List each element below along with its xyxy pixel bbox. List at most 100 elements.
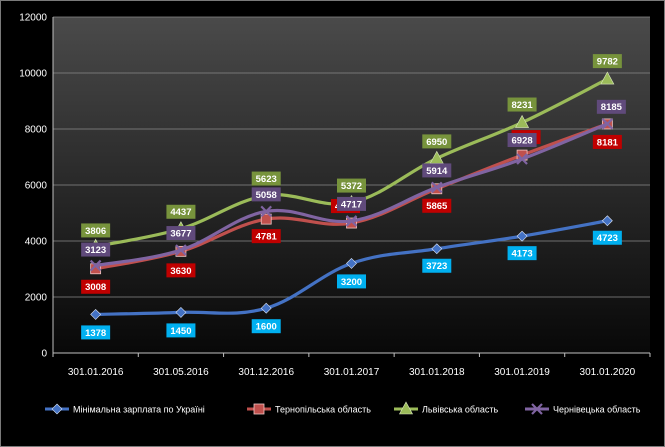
marker-stroke <box>260 205 272 218</box>
legend-marker <box>531 403 543 415</box>
data-label-text: 1378 <box>85 328 106 339</box>
data-label: 6928 <box>507 133 537 148</box>
data-point-marker <box>516 230 528 242</box>
data-point-marker <box>515 114 530 128</box>
marker-stroke <box>516 153 528 165</box>
data-point-marker <box>260 302 272 314</box>
data-point-marker <box>601 118 614 130</box>
y-tick-label: 8000 <box>25 125 48 136</box>
data-label-text: 3630 <box>170 266 191 277</box>
legend-label: Чернівецька область <box>553 405 641 415</box>
legend: Мінімальна зарплата по Україні Тернопільс… <box>45 401 641 415</box>
y-tick-label: 12000 <box>19 13 47 24</box>
marker-stroke <box>431 181 443 194</box>
data-label-box <box>337 178 366 193</box>
data-label: 3123 <box>81 242 111 257</box>
data-point-marker <box>601 215 613 227</box>
data-label-text: 4781 <box>256 232 278 243</box>
data-label-text: 5623 <box>256 174 277 185</box>
data-label: 3806 <box>81 223 111 238</box>
data-label-text: 5914 <box>426 166 448 177</box>
data-label-box <box>507 133 537 148</box>
y-tick-label: 0 <box>41 349 47 360</box>
data-label: 3723 <box>422 258 452 273</box>
data-label-text: 1600 <box>256 322 277 333</box>
data-point-marker <box>345 215 358 227</box>
legend-marker <box>253 403 265 415</box>
data-label-text: 4723 <box>597 233 618 244</box>
x-tick-label: 301.05.2016 <box>153 367 209 378</box>
marker-stroke <box>601 118 614 130</box>
data-label-text: 8231 <box>512 100 534 111</box>
data-label: 3630 <box>166 263 196 278</box>
data-label-box <box>337 274 366 289</box>
data-label-box <box>166 204 196 219</box>
data-label: 8231 <box>507 97 537 112</box>
data-label-text: 4717 <box>341 199 362 210</box>
data-label-box <box>422 198 452 213</box>
data-label-text: 1450 <box>170 326 191 337</box>
data-label-box <box>166 323 196 338</box>
data-label-text: 5058 <box>256 190 277 201</box>
data-label-box <box>592 230 622 245</box>
data-label-box <box>81 223 111 238</box>
data-label: 5865 <box>422 198 452 213</box>
data-labels: 1378 1450 1600 3200 3723 4173 4723 3008 3630 4781… <box>81 54 626 340</box>
data-point-marker <box>90 263 102 275</box>
data-label-text: 3723 <box>426 261 447 272</box>
data-label-box <box>592 134 622 149</box>
x-tick-label: 301.12.2016 <box>238 367 294 378</box>
data-label: 5372 <box>337 178 366 193</box>
data-point-marker <box>89 259 102 272</box>
data-label-box <box>422 258 452 273</box>
data-label: 5058 <box>251 187 281 202</box>
x-tick-label: 301.01.2018 <box>409 367 465 378</box>
data-point-marker <box>431 181 443 194</box>
data-label-box <box>422 163 452 178</box>
legend-label: Мінімальна зарплата по Україні <box>73 405 205 415</box>
legend-item-3: Чернівецька область <box>525 403 641 415</box>
data-label-text: 3200 <box>341 277 362 288</box>
legend-item-0: Мінімальна зарплата по Україні <box>45 403 205 415</box>
data-label-box <box>81 325 111 340</box>
legend-item-2: Львівська область <box>394 401 499 415</box>
data-point-marker <box>346 257 357 269</box>
x-tick-label: 301.01.2019 <box>494 367 550 378</box>
data-point-marker <box>516 153 528 165</box>
data-label-box <box>337 196 366 211</box>
y-tick-label: 2000 <box>25 293 48 304</box>
data-label-box <box>507 97 537 112</box>
data-label-text: 6950 <box>426 137 447 148</box>
legend-marker <box>398 401 414 415</box>
data-label: 8181 <box>592 134 622 149</box>
data-label: 3677 <box>166 226 196 241</box>
data-label: 4173 <box>507 246 537 261</box>
data-label: 1600 <box>251 319 281 334</box>
data-point-marker <box>429 150 444 164</box>
marker-stroke <box>175 244 187 256</box>
data-label-box <box>251 319 281 334</box>
data-label-text: 5372 <box>341 181 362 192</box>
data-point-marker <box>175 306 187 318</box>
legend-label: Тернопільська область <box>275 405 371 415</box>
data-point-marker <box>260 213 272 225</box>
data-label-text: 3123 <box>85 245 106 256</box>
marker-stroke <box>345 215 358 227</box>
data-label: 4717 <box>337 196 366 211</box>
x-tick-label: 301.01.2016 <box>68 367 124 378</box>
data-label: 4781 <box>251 229 281 244</box>
data-label-text: 9782 <box>597 57 618 68</box>
data-point-marker <box>431 243 443 255</box>
data-label: 9782 <box>592 54 622 69</box>
data-label-box <box>81 242 111 257</box>
data-label-box <box>251 229 281 244</box>
data-label: 3008 <box>81 279 111 294</box>
x-tick-label: 301.01.2017 <box>324 367 380 378</box>
data-point-marker <box>600 71 615 85</box>
data-label-text: 3008 <box>85 282 106 293</box>
x-tick-label: 301.01.2020 <box>580 367 636 378</box>
data-label-text: 5865 <box>426 201 448 212</box>
data-label-text: 8181 <box>597 137 619 148</box>
y-tick-label: 10000 <box>19 69 47 80</box>
data-label-box <box>592 54 622 69</box>
